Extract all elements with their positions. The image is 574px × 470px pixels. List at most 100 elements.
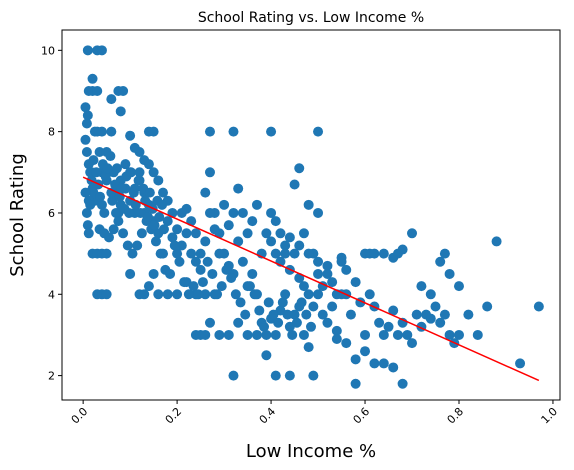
data-point (240, 310, 250, 320)
data-point (126, 167, 136, 177)
data-point (174, 257, 184, 267)
data-point (254, 306, 264, 316)
data-point (243, 330, 253, 340)
data-point (88, 155, 98, 165)
data-point (264, 297, 274, 307)
data-point (159, 224, 169, 234)
data-point (473, 330, 483, 340)
data-point (113, 216, 123, 226)
data-point (287, 330, 297, 340)
data-point (322, 269, 332, 279)
data-point (369, 358, 379, 368)
data-point (88, 74, 98, 84)
data-point (440, 249, 450, 259)
data-point (97, 127, 107, 137)
data-point (228, 371, 238, 381)
data-point (515, 358, 525, 368)
data-point (83, 45, 93, 55)
data-point (137, 228, 147, 238)
data-point (224, 220, 234, 230)
data-point (252, 330, 262, 340)
data-point (198, 277, 208, 287)
data-point (259, 322, 269, 332)
data-point (280, 249, 290, 259)
data-point (84, 228, 94, 238)
data-point (271, 330, 281, 340)
data-point (266, 208, 276, 218)
data-point (144, 281, 154, 291)
data-point (186, 249, 196, 259)
data-point (306, 322, 316, 332)
data-point (454, 281, 464, 291)
data-point (247, 269, 257, 279)
data-point (243, 228, 253, 238)
data-point (238, 208, 248, 218)
data-point (205, 208, 215, 218)
data-point (125, 131, 135, 141)
data-point (304, 289, 314, 299)
data-point (252, 200, 262, 210)
data-point (266, 127, 276, 137)
data-point (210, 224, 220, 234)
data-point (92, 86, 102, 96)
data-point (351, 379, 361, 389)
data-point (301, 310, 311, 320)
data-point (80, 135, 90, 145)
data-point (308, 301, 318, 311)
data-point (313, 127, 323, 137)
data-point (233, 184, 243, 194)
data-point (304, 342, 314, 352)
data-point (97, 45, 107, 55)
y-tick-label: 4 (48, 288, 55, 301)
data-point (207, 269, 217, 279)
data-point (193, 289, 203, 299)
data-point (379, 249, 389, 259)
data-point (151, 236, 161, 246)
data-point (116, 106, 126, 116)
data-point (238, 257, 248, 267)
data-point (393, 330, 403, 340)
data-point (219, 200, 229, 210)
data-point (346, 310, 356, 320)
data-point (118, 228, 128, 238)
data-point (360, 346, 370, 356)
y-tick-label: 8 (48, 126, 55, 139)
data-point (407, 228, 417, 238)
data-point (322, 318, 332, 328)
data-point (247, 216, 257, 226)
data-point (271, 371, 281, 381)
data-point (360, 330, 370, 340)
data-point (82, 147, 92, 157)
data-point (153, 289, 163, 299)
data-point (482, 301, 492, 311)
data-point (118, 86, 128, 96)
data-point (398, 379, 408, 389)
data-point (236, 297, 246, 307)
data-point (369, 249, 379, 259)
data-point (102, 249, 112, 259)
data-point (177, 208, 187, 218)
data-point (170, 240, 180, 250)
data-point (351, 354, 361, 364)
data-point (200, 330, 210, 340)
data-point (200, 236, 210, 246)
data-point (228, 127, 238, 137)
data-point (285, 371, 295, 381)
data-point (388, 362, 398, 372)
data-point (261, 228, 271, 238)
data-point (132, 240, 142, 250)
data-point (534, 301, 544, 311)
data-point (205, 318, 215, 328)
data-point (103, 163, 113, 173)
data-point (224, 330, 234, 340)
data-point (290, 180, 300, 190)
data-point (313, 269, 323, 279)
data-point (125, 269, 135, 279)
data-point (91, 167, 101, 177)
data-point (172, 289, 182, 299)
data-point (106, 127, 116, 137)
data-point (283, 310, 293, 320)
data-point (250, 289, 260, 299)
data-point (226, 273, 236, 283)
